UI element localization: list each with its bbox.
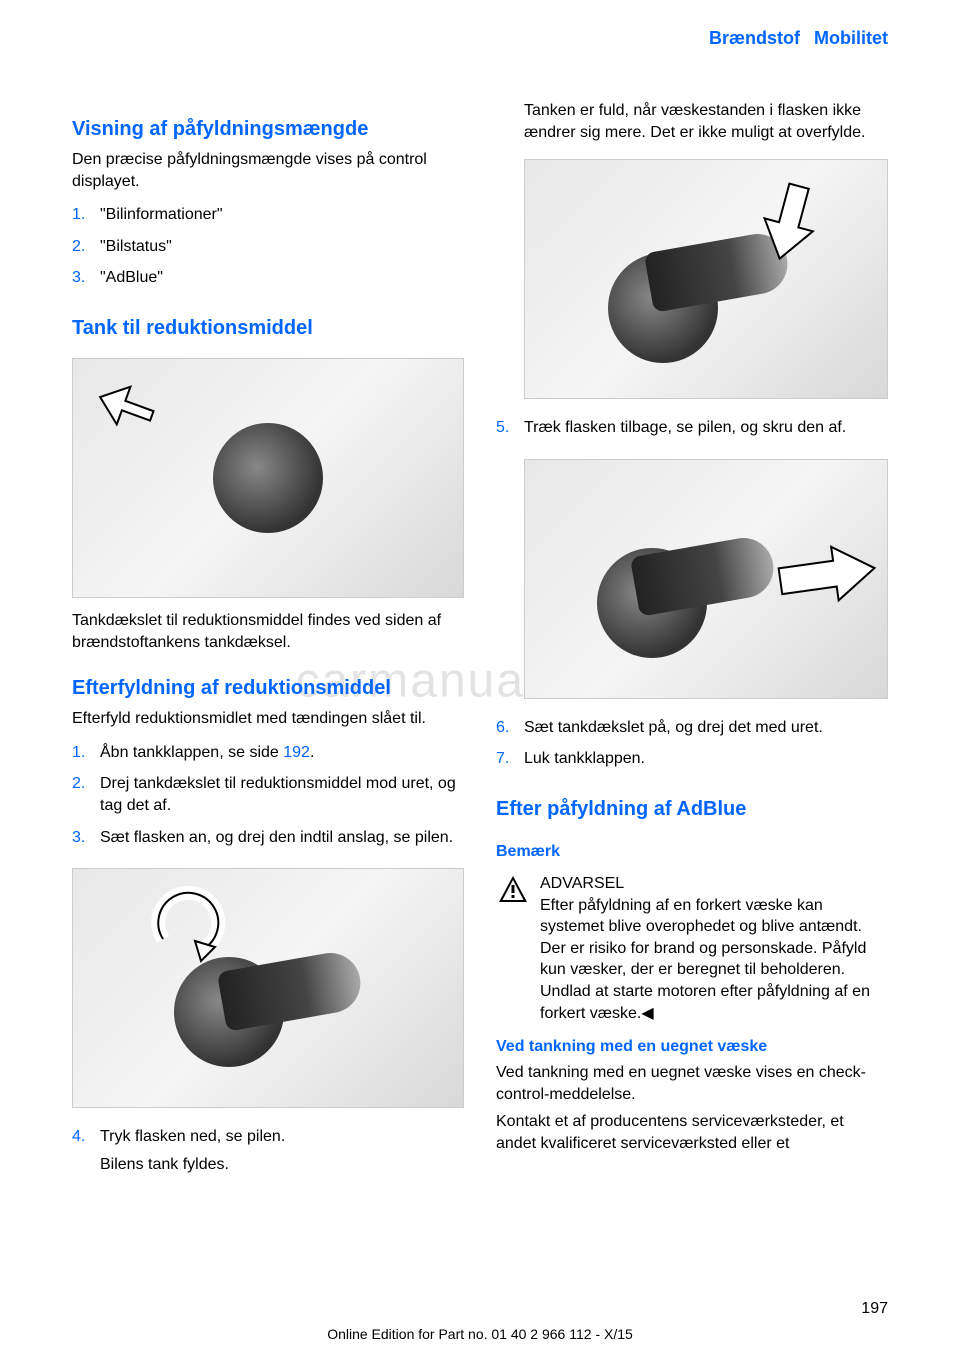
list-item: 7. Luk tankklappen. (496, 748, 888, 770)
cap-graphic (213, 423, 323, 533)
warning-body: Efter påfyldning af en forkert væske kan… (540, 897, 870, 1022)
heading-uegnet: Ved tankning med en uegnet væske (496, 1038, 888, 1056)
footer-text: Online Edition for Part no. 01 40 2 966 … (0, 1326, 960, 1342)
bottle-graphic (629, 534, 777, 617)
header-section: Brændstof (709, 28, 800, 49)
list-text: Tryk flasken ned, se pilen. (100, 1128, 285, 1145)
list-text-pre: Åbn tankklappen, se side (100, 744, 283, 761)
figure-tank-cap (72, 358, 464, 598)
list-step5: 5. Træk flasken tilbage, se pilen, og skr… (496, 417, 888, 449)
para-tank-cap: Tankdækslet til reduktionsmiddel findes … (72, 610, 464, 653)
list-text-sub: Bilens tank fyldes. (100, 1156, 229, 1173)
list-num: 1. (72, 742, 85, 764)
figure-bottle-remove (524, 459, 888, 699)
page-number: 197 (861, 1300, 888, 1318)
list-item: 4. Tryk flasken ned, se pilen. Bilens ta… (72, 1126, 464, 1175)
list-text: Sæt flasken an, og drej den indtil ansla… (100, 829, 453, 846)
para-visning: Den præcise påfyldningsmængde vises på c… (72, 149, 464, 192)
para-efterfyldning: Efterfyld reduktionsmidlet med tændingen… (72, 708, 464, 730)
list-num: 2. (72, 773, 85, 795)
list-item: 6. Sæt tankdækslet på, og drej det med ur… (496, 717, 888, 739)
para-tank-full: Tanken er fuld, når væskestanden i flask… (496, 100, 888, 143)
list-text: Luk tankklappen. (524, 750, 645, 767)
heading-tank: Tank til reduktionsmiddel (72, 317, 464, 340)
list-num: 1. (72, 204, 85, 226)
list-text: "Bilinformationer" (100, 206, 223, 223)
list-item: 2. Drej tankdækslet til reduktionsmiddel … (72, 773, 464, 816)
warning-text: ADVARSEL Efter påfyldning af en forkert … (540, 873, 888, 1024)
list-display-menu: 1. "Bilinformationer" 2. "Bilstatus" 3. "Ad… (72, 204, 464, 299)
list-num: 2. (72, 236, 85, 258)
list-text: "Bilstatus" (100, 238, 172, 255)
list-num: 3. (72, 827, 85, 849)
list-item: 5. Træk flasken tilbage, se pilen, og skr… (496, 417, 888, 439)
list-num: 7. (496, 748, 509, 770)
list-item: 3. "AdBlue" (72, 267, 464, 289)
para-uegnet-1: Ved tankning med en uegnet væske vises e… (496, 1062, 888, 1105)
list-num: 5. (496, 417, 509, 439)
warning-icon (496, 873, 530, 907)
list-num: 3. (72, 267, 85, 289)
list-item: 3. Sæt flasken an, og drej den indtil ans… (72, 827, 464, 849)
out-arrow-icon (775, 540, 885, 610)
figure-bottle-press (524, 159, 888, 399)
warning-block: ADVARSEL Efter påfyldning af en forkert … (496, 873, 888, 1024)
right-column: Tanken er fuld, når væskestanden i flask… (496, 100, 888, 1185)
heading-visning: Visning af påfyldningsmængde (72, 118, 464, 141)
rotate-arrow-icon (143, 879, 233, 969)
figure-bottle-insert (72, 868, 464, 1108)
arrow-icon (93, 379, 173, 439)
list-num: 4. (72, 1126, 85, 1148)
heading-efterfyldning: Efterfyldning af reduktionsmiddel (72, 677, 464, 700)
down-arrow-icon (755, 180, 825, 270)
heading-efter-adblue: Efter påfyldning af AdBlue (496, 798, 888, 821)
list-item: 1. "Bilinformationer" (72, 204, 464, 226)
page-link[interactable]: 192 (283, 744, 310, 761)
list-item: 1. Åbn tankklappen, se side 192. (72, 742, 464, 764)
list-num: 6. (496, 717, 509, 739)
list-text: Sæt tankdækslet på, og drej det med uret… (524, 719, 823, 736)
left-column: Visning af påfyldningsmængde Den præcise… (72, 100, 464, 1185)
list-steps-6-7: 6. Sæt tankdækslet på, og drej det med ur… (496, 717, 888, 780)
list-text: Træk flasken tilbage, se pilen, og skru … (524, 419, 846, 436)
para-uegnet-2: Kontakt et af producentens serviceværkst… (496, 1111, 888, 1154)
header-chapter: Mobilitet (814, 28, 888, 49)
warning-title: ADVARSEL (540, 875, 624, 892)
heading-bemaerk: Bemærk (496, 843, 888, 861)
list-text: "AdBlue" (100, 269, 163, 286)
list-item: 2. "Bilstatus" (72, 236, 464, 258)
list-text: Drej tankdækslet til reduktionsmiddel mo… (100, 775, 456, 814)
list-text-post: . (310, 744, 314, 761)
list-refill-step4: 4. Tryk flasken ned, se pilen. Bilens ta… (72, 1126, 464, 1185)
list-refill-steps: 1. Åbn tankklappen, se side 192. 2. Drej … (72, 742, 464, 858)
